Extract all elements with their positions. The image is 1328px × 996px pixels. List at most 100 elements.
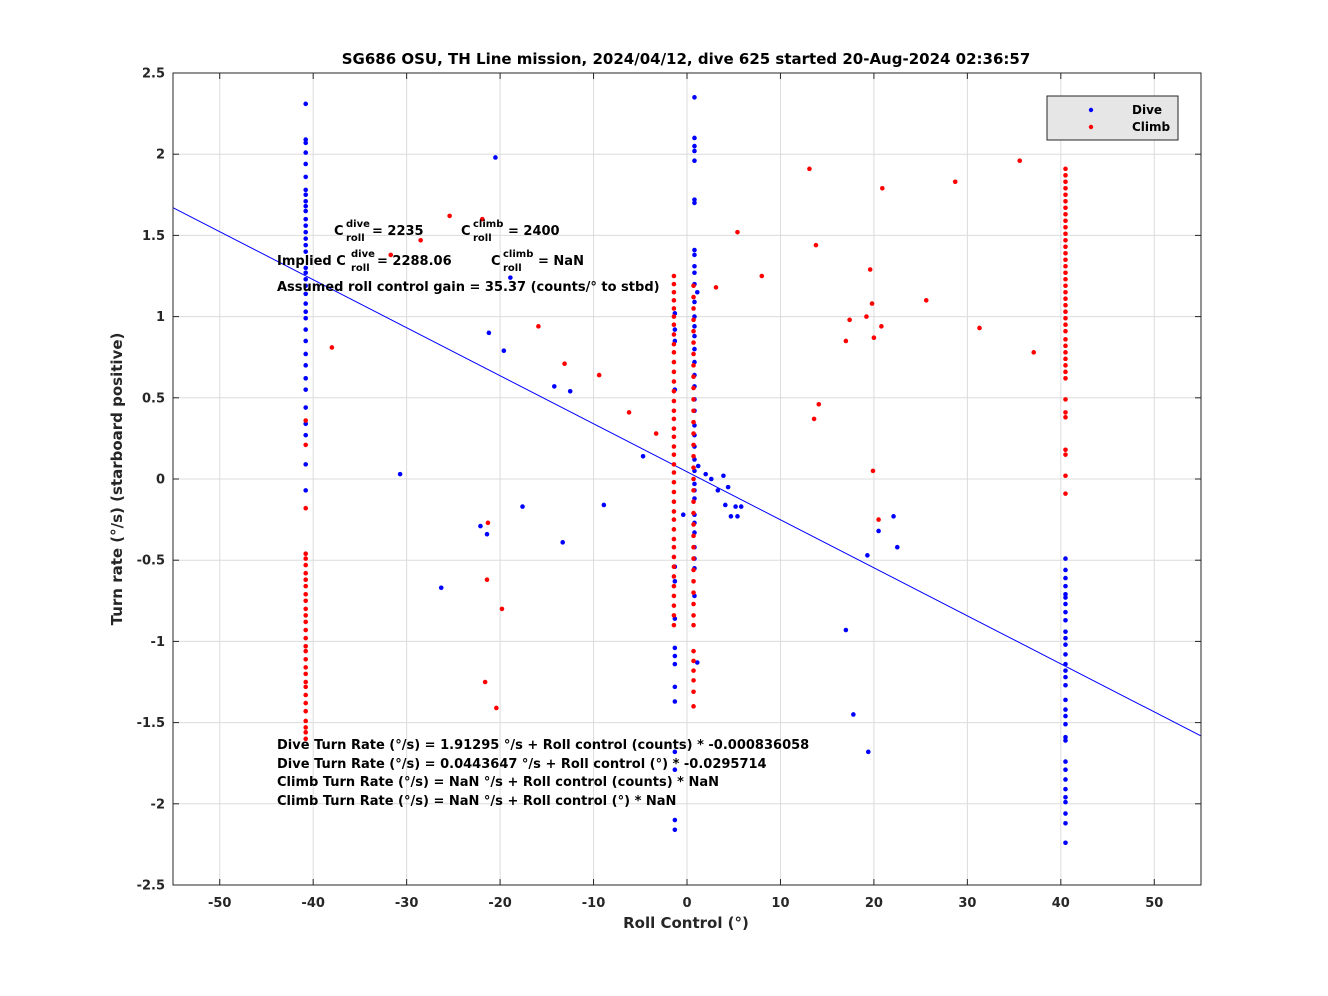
- x-tick-label: -10: [582, 896, 606, 911]
- climb-point: [1063, 376, 1068, 381]
- dive-point: [303, 270, 309, 276]
- climb-point: [691, 499, 696, 505]
- climb-point: [691, 668, 696, 673]
- dive-point: [601, 502, 607, 508]
- y-tick-label: -2: [151, 797, 165, 812]
- climb-point: [1017, 158, 1022, 163]
- climb-point: [1063, 198, 1068, 204]
- dive-point: [1063, 767, 1068, 772]
- climb-point: [691, 294, 696, 300]
- dive-point: [694, 660, 700, 665]
- climb-point: [653, 431, 659, 436]
- y-tick-label: 2: [156, 148, 165, 163]
- dive-point: [894, 544, 900, 550]
- climb-equation-degrees: Climb Turn Rate (°/s) = NaN °/s + Roll c…: [277, 794, 676, 809]
- dive-point: [733, 504, 738, 509]
- dive-point: [692, 252, 697, 258]
- climb-point: [671, 527, 677, 532]
- climb-point: [482, 679, 488, 685]
- dive-point: [508, 275, 513, 280]
- dive-point: [735, 514, 740, 519]
- dive-point: [728, 514, 734, 519]
- dive-point: [672, 661, 678, 667]
- dive-point: [715, 488, 721, 493]
- climb-point: [759, 273, 765, 279]
- dive-point: [672, 749, 678, 755]
- climb-point: [977, 325, 982, 331]
- climb-point: [1063, 173, 1068, 178]
- dive-point: [484, 531, 490, 537]
- dive-point: [1063, 840, 1068, 846]
- climb-point: [691, 328, 696, 334]
- climb-point: [388, 252, 394, 258]
- climb-point: [807, 166, 812, 172]
- dive-point: [303, 327, 309, 332]
- dive-point: [501, 348, 507, 354]
- climb-point: [876, 517, 881, 522]
- dive-point: [672, 653, 678, 659]
- dive-point: [1063, 595, 1068, 600]
- climb-point: [596, 372, 602, 378]
- y-tick-label: -2.5: [137, 879, 165, 894]
- y-tick-label: -0.5: [137, 554, 165, 569]
- climb-point: [1063, 283, 1068, 289]
- climb-point: [447, 213, 452, 219]
- climb-point: [671, 398, 677, 404]
- climb-point: [303, 583, 309, 589]
- dive-point: [1063, 786, 1068, 792]
- implied-climb-sup: climb: [503, 249, 533, 260]
- climb-point: [671, 359, 677, 365]
- x-tick-label: -30: [395, 896, 419, 911]
- dive-point: [866, 749, 871, 755]
- dive-point: [303, 283, 309, 289]
- x-tick-label: 30: [958, 896, 976, 911]
- dive-point: [303, 249, 309, 254]
- x-tick-label: 40: [1052, 896, 1070, 911]
- dive-point: [738, 504, 744, 509]
- climb-point: [671, 273, 677, 279]
- dive-point: [303, 265, 309, 271]
- climb-point: [1063, 296, 1068, 302]
- climb-point: [671, 509, 677, 514]
- dive-point: [708, 476, 714, 482]
- dive-point: [303, 229, 309, 235]
- climb-point: [691, 522, 696, 527]
- climb-point: [1063, 343, 1068, 349]
- climb-point: [1063, 237, 1068, 243]
- dive-point: [865, 553, 870, 558]
- c-roll-dive-value: = 2235: [372, 224, 424, 239]
- climb-point: [713, 285, 719, 290]
- dive-point: [1063, 811, 1068, 816]
- dive-point: [692, 481, 697, 487]
- climb-point: [691, 556, 696, 561]
- climb-point: [691, 453, 696, 459]
- dive-point: [672, 579, 678, 584]
- dive-point: [303, 291, 309, 297]
- fit-equations: Dive Turn Rate (°/s) = 1.91295 °/s + Rol…: [277, 738, 809, 809]
- dive-point: [695, 463, 701, 469]
- axis-ticks: [173, 72, 1201, 886]
- dive-point: [303, 405, 309, 410]
- c-roll-climb-prefix: C: [461, 224, 471, 239]
- legend-dive-marker: [1088, 107, 1094, 113]
- climb-point: [923, 298, 929, 303]
- dive-point: [1063, 609, 1068, 615]
- climb-point: [691, 283, 696, 289]
- y-tick-label: 0: [156, 473, 165, 488]
- climb-point: [303, 643, 309, 649]
- dive-point: [703, 471, 708, 477]
- climb-point: [1063, 473, 1068, 479]
- dive-point: [1063, 738, 1068, 743]
- dive-point: [694, 289, 700, 295]
- climb-point: [1063, 410, 1068, 415]
- climb-point: [691, 613, 696, 618]
- climb-point: [1063, 224, 1068, 230]
- climb-point: [952, 179, 958, 185]
- climb-point: [1063, 302, 1068, 308]
- climb-point: [867, 267, 873, 272]
- x-tick-label: 0: [682, 896, 691, 911]
- climb-point: [691, 340, 696, 345]
- dive-point: [303, 432, 309, 438]
- climb-point: [303, 679, 309, 685]
- dive-point: [1063, 556, 1068, 561]
